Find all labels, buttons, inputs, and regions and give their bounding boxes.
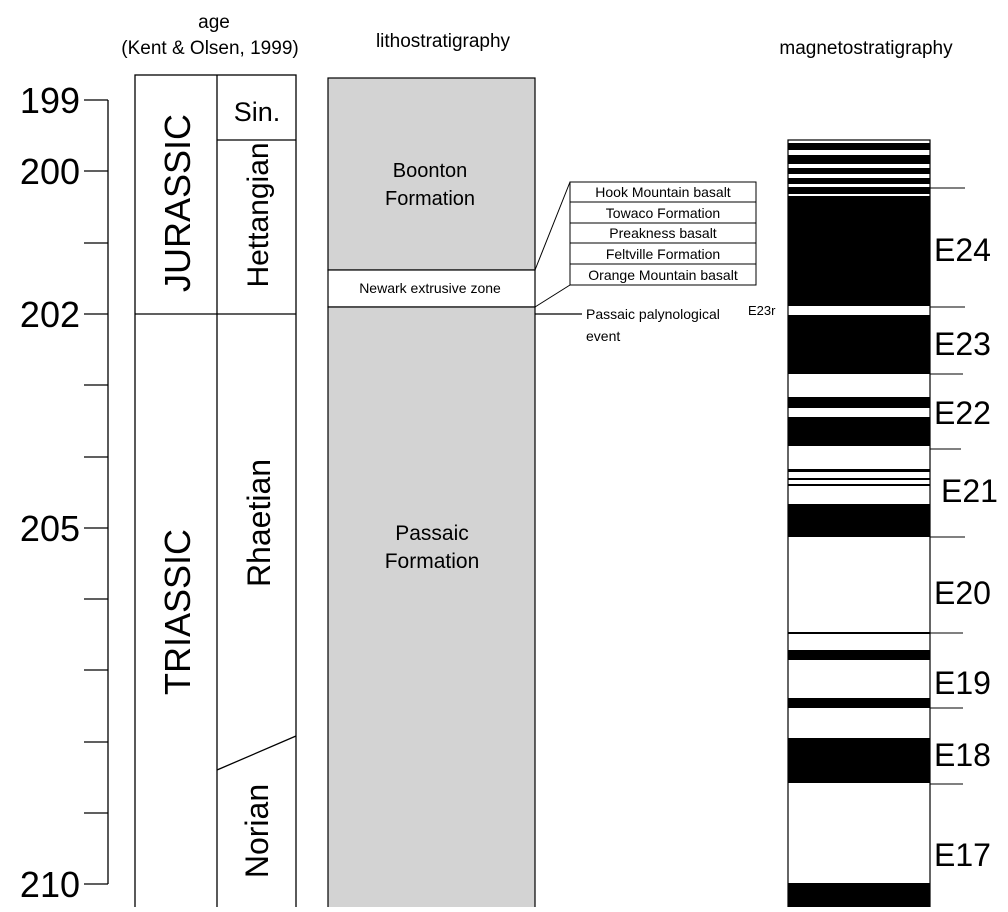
- normal-polarity-band: [788, 883, 930, 912]
- chron-e22-label: E22: [934, 395, 991, 431]
- normal-polarity-band: [788, 178, 930, 184]
- feltville-formation-label: Feltville Formation: [606, 246, 720, 262]
- normal-polarity-band: [788, 417, 930, 446]
- age-axis: 199 200 202 205 210: [20, 80, 109, 905]
- boonton-formation: [327, 77, 536, 271]
- preakness-basalt-label: Preakness basalt: [609, 225, 717, 241]
- chron-e24-label: E24: [934, 232, 991, 268]
- normal-polarity-band: [788, 650, 930, 660]
- detail-connector-top: [534, 181, 571, 271]
- passaic-formation: [327, 306, 536, 912]
- normal-polarity-band: [788, 469, 930, 472]
- chronostratigraphy-column: JURASSIC TRIASSIC Sin. Hettangian Rhaeti…: [134, 74, 297, 912]
- normal-polarity-band: [788, 155, 930, 164]
- chrono-column-frame: [134, 74, 297, 912]
- normal-polarity-band: [788, 478, 930, 480]
- chron-e17-label: E17: [934, 837, 991, 873]
- age-source-header: (Kent & Olsen, 1999): [121, 38, 298, 59]
- age-label-200: 200: [20, 151, 80, 192]
- age-label-199: 199: [20, 80, 80, 121]
- lithostratigraphy-column: Boonton Formation Newark extrusive zone …: [327, 77, 536, 912]
- orange-mountain-basalt-box: [569, 263, 757, 286]
- stage-hettangian: Hettangian: [242, 142, 275, 287]
- lithostratigraphy-header: lithostratigraphy: [376, 31, 511, 52]
- normal-polarity-band: [788, 196, 930, 306]
- orange-mountain-basalt-label: Orange Mountain basalt: [588, 267, 738, 283]
- chron-e23-label: E23: [934, 326, 991, 362]
- stage-norian: Norian: [239, 784, 275, 878]
- period-jurassic: JURASSIC: [157, 114, 198, 292]
- chron-e21-label: E21: [941, 473, 998, 509]
- stage-sinemurian: Sin.: [234, 97, 281, 127]
- newark-extrusive-zone-label: Newark extrusive zone: [359, 280, 501, 296]
- towaco-formation-label: Towaco Formation: [606, 205, 720, 221]
- normal-polarity-band: [788, 143, 930, 150]
- passaic-label-line2: Formation: [385, 550, 480, 573]
- normal-polarity-band: [788, 698, 930, 708]
- normal-polarity-band: [788, 397, 930, 408]
- chron-e23r-label: E23r: [748, 303, 776, 318]
- boonton-label-line2: Formation: [385, 188, 475, 210]
- palynological-event: Passaic palynological event E23r: [535, 303, 776, 344]
- chron-e19-label: E19: [934, 665, 991, 701]
- age-header: age: [198, 12, 230, 33]
- palynological-event-label-line2: event: [586, 328, 620, 344]
- normal-polarity-band: [788, 504, 930, 537]
- age-label-210: 210: [20, 864, 80, 905]
- newark-extrusive-zone: [327, 269, 536, 308]
- normal-polarity-band: [788, 484, 930, 486]
- extrusive-zone-detail: Hook Mountain basalt Towaco Formation Pr…: [534, 181, 757, 308]
- normal-polarity-band: [788, 315, 930, 374]
- stage-rhaetian: Rhaetian: [241, 459, 277, 587]
- period-triassic: TRIASSIC: [157, 529, 198, 695]
- boonton-label-line1: Boonton: [393, 160, 468, 182]
- normal-polarity-band: [788, 738, 930, 783]
- magnetostratigraphy-column: E24 E23 E22 E21 E20 E19 E18 E17: [787, 139, 998, 912]
- rhaetian-norian-boundary: [216, 735, 297, 771]
- chron-e18-label: E18: [934, 737, 991, 773]
- age-label-202: 202: [20, 294, 80, 335]
- chron-e20-label: E20: [934, 575, 991, 611]
- normal-polarity-band: [788, 187, 930, 194]
- detail-connector-bottom: [534, 284, 571, 308]
- age-label-205: 205: [20, 508, 80, 549]
- passaic-label-line1: Passaic: [395, 522, 469, 545]
- magnetostratigraphy-header: magnetostratigraphy: [779, 38, 953, 59]
- hook-mountain-basalt-label: Hook Mountain basalt: [595, 184, 731, 200]
- normal-polarity-band: [788, 168, 930, 174]
- palynological-event-label-line1: Passaic palynological: [586, 306, 720, 322]
- normal-polarity-band: [788, 632, 930, 634]
